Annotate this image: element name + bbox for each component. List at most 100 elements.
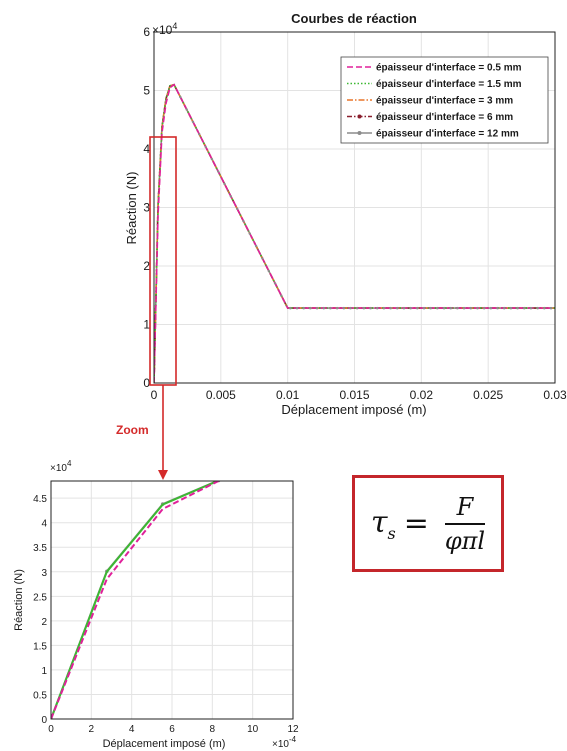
zoom-x-ticks: 0 2 4 6 8 10 12 bbox=[48, 724, 299, 735]
series-marker bbox=[210, 157, 214, 161]
x-tick-label: 0.03 bbox=[543, 388, 567, 402]
legend-marker bbox=[357, 131, 362, 135]
x-tick-label: 4 bbox=[129, 724, 135, 735]
series-marker bbox=[185, 108, 188, 111]
formula-fraction-bar bbox=[444, 522, 486, 525]
series-marker bbox=[273, 282, 277, 285]
y-tick-label: 2.5 bbox=[33, 592, 47, 603]
series-marker bbox=[289, 306, 292, 310]
x-tick-label: 0.005 bbox=[206, 388, 236, 402]
zoom-y-ticks: 0 0.5 1 1.5 2 2.5 3 3.5 4 4.5 bbox=[33, 494, 47, 726]
legend-label: épaisseur d'interface = 0.5 mm bbox=[376, 63, 522, 74]
series-marker bbox=[482, 306, 486, 310]
series-marker bbox=[235, 207, 239, 210]
series-marker bbox=[204, 145, 207, 148]
x-tick-label: 2 bbox=[89, 724, 95, 735]
series-marker bbox=[516, 306, 519, 310]
zoom-y-axis-label: Réaction (N) bbox=[13, 569, 25, 631]
series-marker bbox=[362, 306, 366, 310]
series-marker bbox=[198, 133, 201, 136]
series-marker bbox=[179, 95, 182, 99]
series-marker bbox=[402, 306, 406, 310]
series-marker bbox=[456, 306, 459, 310]
series-marker bbox=[335, 306, 339, 310]
series-marker bbox=[422, 306, 426, 310]
formula-numerator: F bbox=[456, 492, 474, 521]
zoom-arrow-head bbox=[158, 470, 168, 480]
zoom-y-exponent: ×104 bbox=[50, 459, 72, 474]
series-marker bbox=[295, 306, 299, 310]
legend-label: épaisseur d'interface = 12 mm bbox=[376, 129, 519, 140]
series-marker bbox=[254, 244, 258, 248]
series-marker bbox=[549, 306, 553, 310]
series-marker bbox=[382, 306, 386, 310]
main-y-ticks: 0 1 2 3 4 5 6 bbox=[143, 25, 150, 390]
y-tick-label: 0.5 bbox=[33, 690, 47, 701]
zoom-x-axis-label: Déplacement imposé (m) bbox=[103, 738, 226, 750]
series-marker bbox=[489, 306, 493, 310]
zoom-plot-frame bbox=[50, 480, 294, 720]
legend-label: épaisseur d'interface = 6 mm bbox=[376, 112, 513, 123]
series-marker bbox=[267, 269, 270, 273]
series-marker bbox=[395, 306, 399, 310]
series-marker bbox=[302, 306, 306, 310]
y-tick-label: 3 bbox=[143, 201, 150, 215]
y-tick-label: 2 bbox=[41, 617, 47, 628]
series-marker bbox=[462, 306, 466, 310]
main-series-group bbox=[154, 83, 555, 383]
series-line bbox=[51, 481, 219, 719]
series-marker bbox=[469, 306, 473, 310]
series-line bbox=[51, 481, 219, 719]
series-marker bbox=[389, 306, 392, 310]
series-marker bbox=[476, 306, 479, 310]
y-tick-label: 2 bbox=[143, 259, 150, 273]
series-marker bbox=[536, 306, 539, 310]
x-tick-label: 0.025 bbox=[473, 388, 503, 402]
series-marker bbox=[329, 306, 332, 310]
y-tick-label: 4.5 bbox=[33, 494, 47, 505]
series-marker bbox=[191, 120, 195, 124]
y-tick-label: 5 bbox=[143, 84, 150, 98]
zoom-chart: 0 2 4 6 8 10 12 0 0.5 1 1.5 2 2.5 3 3.5 4 4.5 ×104 ×10-… bbox=[13, 459, 299, 750]
series-marker bbox=[223, 182, 226, 186]
series-marker bbox=[529, 306, 533, 310]
x-tick-label: 0.01 bbox=[276, 388, 300, 402]
series-marker bbox=[355, 306, 359, 310]
zoom-label: Zoom bbox=[116, 423, 149, 437]
formula-box: τs = F φπl bbox=[352, 475, 504, 572]
main-chart: Courbes de réaction 0 0.005 0.01 0.015 0.02 0… bbox=[124, 11, 567, 417]
legend-label: épaisseur d'interface = 1.5 mm bbox=[376, 79, 522, 90]
x-tick-label: 10 bbox=[247, 724, 259, 735]
series-marker bbox=[242, 220, 245, 223]
main-chart-title: Courbes de réaction bbox=[291, 11, 417, 26]
series-marker bbox=[322, 306, 326, 310]
y-tick-label: 1 bbox=[143, 318, 150, 332]
series-line bbox=[154, 83, 555, 383]
series-marker bbox=[442, 306, 446, 310]
formula-denominator: φπl bbox=[444, 526, 486, 555]
series-marker bbox=[502, 306, 506, 310]
series-marker bbox=[309, 306, 312, 310]
main-plot-frame bbox=[153, 31, 556, 384]
series-marker bbox=[416, 306, 419, 310]
x-tick-label: 0.015 bbox=[339, 388, 369, 402]
y-tick-label: 0 bbox=[143, 376, 150, 390]
y-tick-label: 3 bbox=[41, 568, 47, 579]
series-marker bbox=[369, 306, 372, 310]
x-tick-label: 0 bbox=[151, 388, 158, 402]
main-y-axis-label: Réaction (N) bbox=[124, 172, 139, 245]
series-marker bbox=[409, 306, 412, 310]
formula-lhs: τs bbox=[370, 504, 396, 543]
y-tick-label: 3.5 bbox=[33, 543, 47, 554]
y-tick-label: 4 bbox=[41, 519, 47, 530]
series-marker bbox=[229, 195, 233, 198]
y-tick-label: 1 bbox=[41, 666, 47, 677]
main-x-ticks: 0 0.005 0.01 0.015 0.02 0.025 0.03 bbox=[151, 388, 567, 402]
series-marker bbox=[509, 306, 513, 310]
series-marker bbox=[315, 306, 319, 310]
series-marker bbox=[280, 294, 283, 297]
shear-stress-formula: τs = F φπl bbox=[355, 478, 501, 569]
series-marker bbox=[349, 306, 352, 310]
main-x-axis-label: Déplacement imposé (m) bbox=[281, 402, 426, 417]
